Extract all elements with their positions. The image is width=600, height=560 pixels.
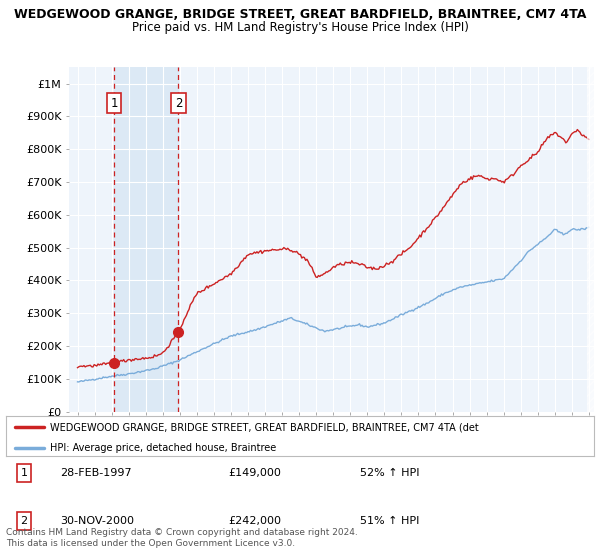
Text: WEDGEWOOD GRANGE, BRIDGE STREET, GREAT BARDFIELD, BRAINTREE, CM7 4TA (det: WEDGEWOOD GRANGE, BRIDGE STREET, GREAT B… [50, 422, 479, 432]
Text: 51% ↑ HPI: 51% ↑ HPI [360, 516, 419, 526]
Text: 2: 2 [175, 97, 182, 110]
Text: 2: 2 [20, 516, 28, 526]
Bar [587, 67, 594, 412]
Text: £242,000: £242,000 [228, 516, 281, 526]
Bar [114, 67, 178, 412]
Text: WEDGEWOOD GRANGE, BRIDGE STREET, GREAT BARDFIELD, BRAINTREE, CM7 4TA: WEDGEWOOD GRANGE, BRIDGE STREET, GREAT B… [14, 8, 586, 21]
Text: 52% ↑ HPI: 52% ↑ HPI [360, 468, 419, 478]
Text: 30-NOV-2000: 30-NOV-2000 [60, 516, 134, 526]
Text: 1: 1 [20, 468, 28, 478]
Text: HPI: Average price, detached house, Braintree: HPI: Average price, detached house, Brai… [50, 442, 277, 452]
Text: £149,000: £149,000 [228, 468, 281, 478]
Text: Contains HM Land Registry data © Crown copyright and database right 2024.
This d: Contains HM Land Registry data © Crown c… [6, 528, 358, 548]
Text: 1: 1 [110, 97, 118, 110]
Text: 28-FEB-1997: 28-FEB-1997 [60, 468, 131, 478]
Text: Price paid vs. HM Land Registry's House Price Index (HPI): Price paid vs. HM Land Registry's House … [131, 21, 469, 34]
